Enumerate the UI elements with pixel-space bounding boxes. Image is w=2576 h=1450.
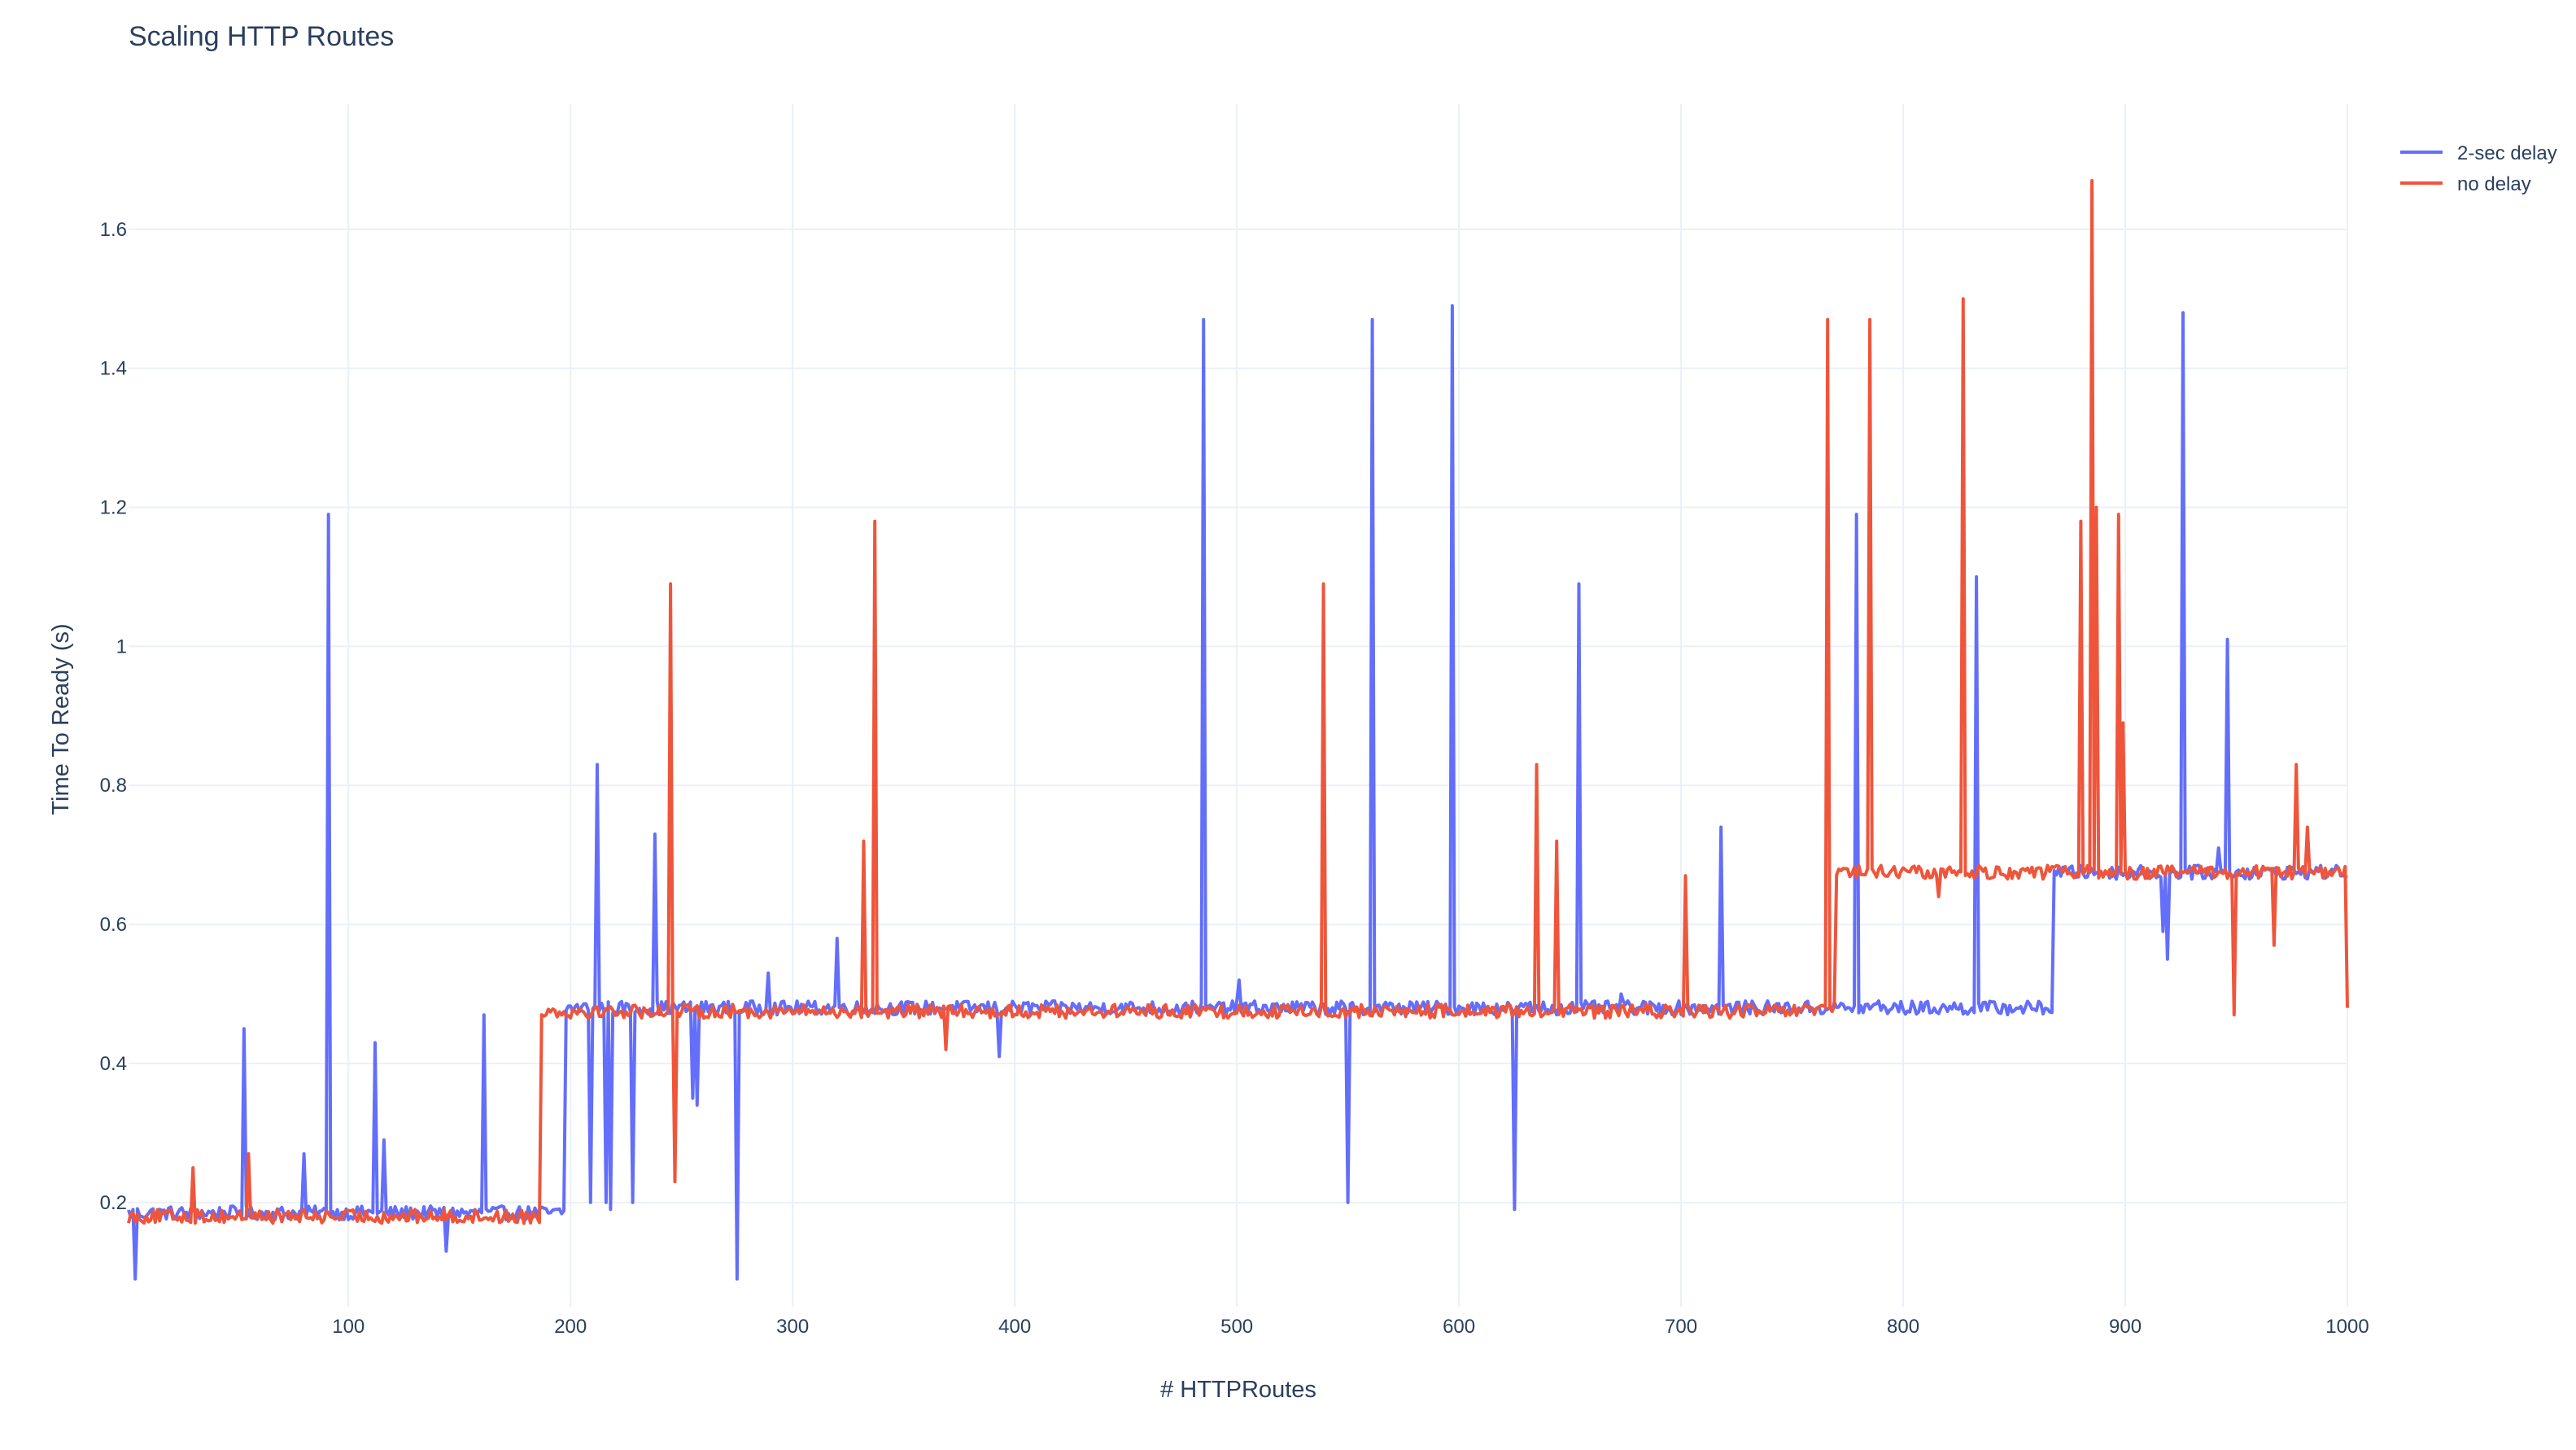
y-axis-title: Time To Ready (s)	[48, 623, 74, 815]
chart-title: Scaling HTTP Routes	[129, 21, 394, 52]
legend-item-no-delay[interactable]: no delay	[2400, 173, 2531, 195]
legend-label: 2-sec delay	[2457, 142, 2557, 164]
y-tick-label: 1	[116, 635, 127, 657]
x-axis-ticks: 100 200 300 400 500 600 700 800 900 1000	[332, 1316, 2369, 1338]
y-tick-label: 0.4	[100, 1053, 127, 1075]
x-tick-label: 800	[1887, 1316, 1919, 1338]
x-tick-label: 300	[776, 1316, 809, 1338]
series-line-2-sec-delay[interactable]	[127, 304, 2348, 1281]
x-tick-label: 500	[1220, 1316, 1253, 1338]
y-tick-label: 1.2	[100, 497, 127, 519]
x-axis-title: # HTTPRoutes	[1160, 1377, 1316, 1403]
gridlines	[129, 104, 2348, 1307]
x-tick-label: 200	[554, 1316, 587, 1338]
y-tick-label: 0.6	[100, 914, 127, 936]
x-tick-label: 400	[998, 1316, 1031, 1338]
legend-item-2-sec-delay[interactable]: 2-sec delay	[2400, 142, 2557, 164]
x-tick-label: 900	[2109, 1316, 2142, 1338]
y-axis-ticks: 0.2 0.4 0.6 0.8 1 1.2 1.4 1.6	[100, 219, 127, 1214]
legend[interactable]: 2-sec delay no delay	[2400, 142, 2557, 195]
legend-label: no delay	[2457, 173, 2531, 195]
x-tick-label: 1000	[2325, 1316, 2369, 1338]
x-tick-label: 100	[332, 1316, 365, 1338]
y-tick-label: 1.6	[100, 219, 127, 241]
x-tick-label: 700	[1665, 1316, 1697, 1338]
series-line-no-delay[interactable]	[127, 179, 2349, 1225]
plot-area	[127, 179, 2349, 1281]
y-tick-label: 0.2	[100, 1192, 127, 1214]
y-tick-label: 0.8	[100, 775, 127, 797]
x-tick-label: 600	[1443, 1316, 1475, 1338]
y-tick-label: 1.4	[100, 358, 127, 380]
